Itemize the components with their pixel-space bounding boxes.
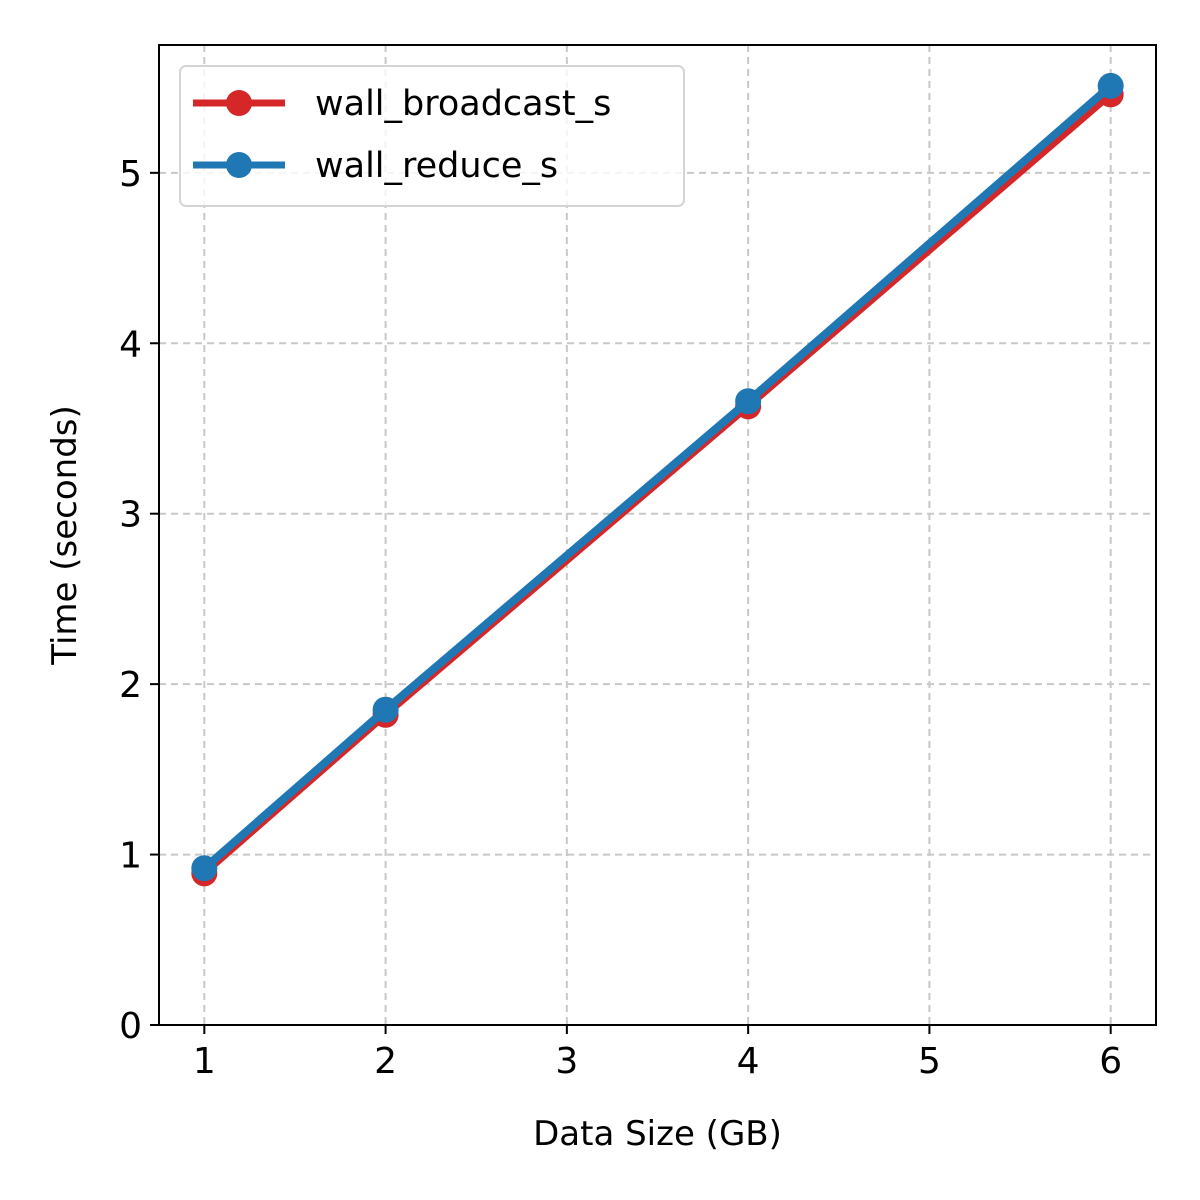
legend-marker <box>226 90 252 116</box>
data-point <box>1097 72 1124 99</box>
x-axis-label: Data Size (GB) <box>533 1114 782 1154</box>
legend: wall_broadcast_s wall_reduce_s <box>179 65 685 207</box>
x-tick-label: 6 <box>1099 1041 1122 1082</box>
data-point <box>372 696 399 723</box>
legend-box <box>179 65 685 207</box>
y-axis-label: Time (seconds) <box>45 405 85 666</box>
y-tick-label: 1 <box>119 836 142 877</box>
x-tick-label: 5 <box>918 1041 941 1082</box>
x-tick-label: 3 <box>555 1041 578 1082</box>
series-line <box>200 81 1115 873</box>
series-layer <box>191 72 1124 887</box>
legend-label: wall_broadcast_s <box>315 84 611 124</box>
y-tick-label: 3 <box>119 495 142 536</box>
legend-item: wall_broadcast_s <box>193 84 611 124</box>
data-point <box>735 388 762 415</box>
legend-item: wall_reduce_s <box>193 146 558 186</box>
series-wall_reduce_s <box>191 72 1124 882</box>
legend-marker <box>226 152 252 178</box>
plot-frame <box>158 44 1157 1026</box>
legend-items: wall_broadcast_s wall_reduce_s <box>193 84 611 186</box>
y-tick-label: 4 <box>119 324 142 365</box>
y-tick-label: 5 <box>119 154 142 195</box>
y-axis-ticks: 0 1 2 3 4 5 <box>119 154 159 1047</box>
x-axis-ticks: 1 2 3 4 5 6 <box>193 1025 1122 1082</box>
x-tick-label: 2 <box>374 1041 397 1082</box>
x-tick-label: 4 <box>737 1041 760 1082</box>
x-tick-label: 1 <box>193 1041 216 1082</box>
data-point <box>191 855 218 882</box>
legend-label: wall_reduce_s <box>315 146 558 186</box>
y-tick-label: 2 <box>119 665 142 706</box>
y-tick-label: 0 <box>119 1006 142 1047</box>
